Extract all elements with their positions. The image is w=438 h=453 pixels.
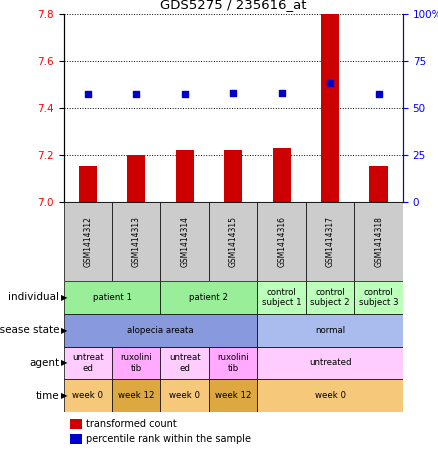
- Text: alopecia areata: alopecia areata: [127, 326, 194, 335]
- Bar: [112, 202, 160, 281]
- Bar: [272, 148, 291, 202]
- Bar: [209, 379, 258, 412]
- Bar: [354, 202, 403, 281]
- Text: ▶: ▶: [61, 293, 68, 302]
- Point: [133, 91, 140, 98]
- Text: patient 1: patient 1: [92, 293, 131, 302]
- Text: week 0: week 0: [169, 391, 200, 400]
- Text: GSM1414313: GSM1414313: [132, 216, 141, 267]
- Bar: [354, 281, 403, 313]
- Text: individual: individual: [8, 292, 59, 302]
- Text: week 12: week 12: [118, 391, 155, 400]
- Point: [230, 89, 237, 96]
- Bar: [306, 202, 354, 281]
- Bar: [78, 166, 97, 202]
- Bar: [160, 379, 209, 412]
- Text: patient 2: patient 2: [190, 293, 229, 302]
- Point: [278, 89, 285, 96]
- Bar: [258, 347, 403, 379]
- Title: GDS5275 / 235616_at: GDS5275 / 235616_at: [160, 0, 307, 11]
- Text: GSM1414318: GSM1414318: [374, 216, 383, 267]
- Text: GSM1414317: GSM1414317: [326, 216, 335, 267]
- Text: untreat
ed: untreat ed: [169, 353, 201, 373]
- Bar: [258, 202, 306, 281]
- Text: time: time: [35, 391, 59, 401]
- Text: ▶: ▶: [61, 358, 68, 367]
- Bar: [64, 379, 112, 412]
- Bar: [321, 14, 339, 202]
- Bar: [112, 379, 160, 412]
- Text: control
subject 3: control subject 3: [359, 288, 399, 307]
- Text: control
subject 2: control subject 2: [311, 288, 350, 307]
- Text: week 0: week 0: [72, 391, 103, 400]
- Bar: [160, 281, 258, 313]
- Bar: [112, 347, 160, 379]
- Text: transformed count: transformed count: [85, 419, 177, 429]
- Bar: [127, 154, 145, 202]
- Text: untreated: untreated: [309, 358, 351, 367]
- Text: GSM1414314: GSM1414314: [180, 216, 189, 267]
- Text: agent: agent: [29, 358, 59, 368]
- Text: GSM1414312: GSM1414312: [83, 216, 92, 267]
- Bar: [64, 347, 112, 379]
- Bar: [306, 281, 354, 313]
- Bar: [64, 202, 112, 281]
- Point: [181, 91, 188, 98]
- Bar: [258, 379, 403, 412]
- Text: week 0: week 0: [315, 391, 346, 400]
- Bar: [176, 150, 194, 202]
- Bar: [64, 313, 258, 347]
- Bar: [70, 419, 82, 429]
- Point: [327, 80, 334, 87]
- Text: disease state: disease state: [0, 325, 59, 335]
- Bar: [64, 281, 160, 313]
- Text: GSM1414315: GSM1414315: [229, 216, 238, 267]
- Text: GSM1414316: GSM1414316: [277, 216, 286, 267]
- Bar: [209, 202, 258, 281]
- Bar: [258, 313, 403, 347]
- Point: [375, 91, 382, 98]
- Text: untreat
ed: untreat ed: [72, 353, 103, 373]
- Text: percentile rank within the sample: percentile rank within the sample: [85, 434, 251, 444]
- Text: normal: normal: [315, 326, 345, 335]
- Text: week 12: week 12: [215, 391, 251, 400]
- Text: ▶: ▶: [61, 326, 68, 335]
- Bar: [160, 202, 209, 281]
- Text: control
subject 1: control subject 1: [262, 288, 301, 307]
- Text: ruxolini
tib: ruxolini tib: [120, 353, 152, 373]
- Text: ▶: ▶: [61, 391, 68, 400]
- Bar: [209, 347, 258, 379]
- Bar: [160, 347, 209, 379]
- Point: [84, 91, 91, 98]
- Bar: [370, 166, 388, 202]
- Text: ruxolini
tib: ruxolini tib: [217, 353, 249, 373]
- Bar: [224, 150, 243, 202]
- Bar: [258, 281, 306, 313]
- Bar: [70, 434, 82, 444]
